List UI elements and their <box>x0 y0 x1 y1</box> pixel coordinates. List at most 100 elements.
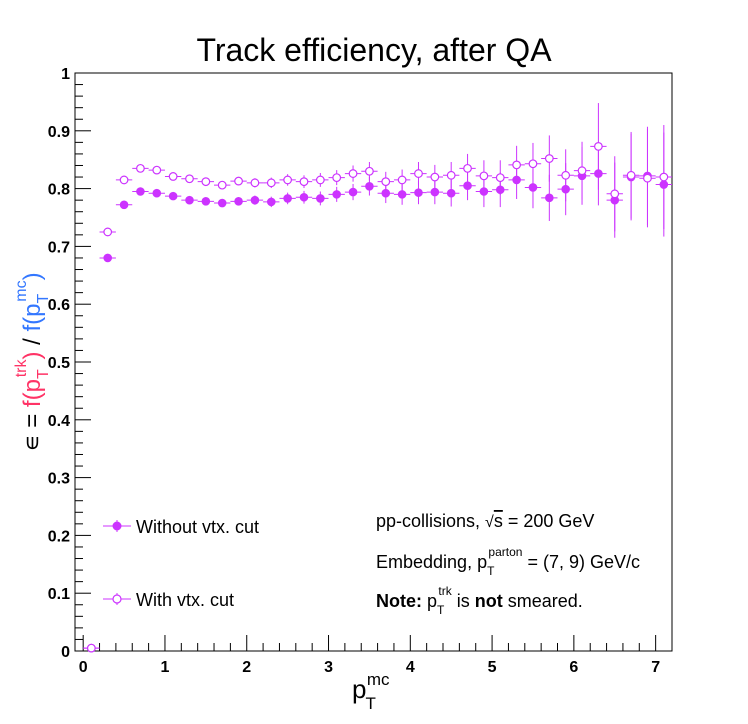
x-tick-label: 2 <box>242 659 251 676</box>
data-point-filled <box>201 197 211 206</box>
data-point-open <box>414 169 423 178</box>
annotation-note-p: p <box>422 591 437 611</box>
x-axis-label-sup: mc <box>367 670 390 689</box>
data-point-open <box>528 159 538 169</box>
y-tick-label: 0.3 <box>48 471 70 488</box>
data-point-open <box>446 170 456 180</box>
axis-ticks <box>75 72 673 652</box>
y-tick-label: 0.9 <box>48 124 70 141</box>
data-point-filled <box>365 181 374 191</box>
data-point-open <box>430 172 440 182</box>
data-point-open <box>348 169 358 178</box>
annotation-note-is: is <box>452 591 475 611</box>
annotation-embedding-sup: parton <box>488 545 522 559</box>
data-point-filled <box>332 190 341 199</box>
data-point-open <box>561 170 571 180</box>
y-tick-label: 0.2 <box>48 528 70 545</box>
data-point-open <box>86 643 96 653</box>
annotation-note-sup: trk <box>438 584 452 598</box>
y-label-den-close: ) <box>19 272 46 280</box>
x-axis-label-main: p <box>352 674 366 704</box>
data-point-filled <box>463 181 472 191</box>
data-point-open <box>544 154 554 163</box>
x-axis-label: pTmc <box>352 670 390 713</box>
y-tick-labels: 0 0.1 0.2 0.3 0.4 0.5 0.6 0.7 0.8 0.9 1 <box>48 66 70 661</box>
data-point-open <box>152 165 162 175</box>
data-point-filled <box>168 191 178 201</box>
annotation-embedding-rest: = (7, 9) GeV/c <box>522 552 640 572</box>
x-axis-label-sub: T <box>365 694 375 713</box>
y-tick-label: 0.4 <box>48 413 70 430</box>
y-label-num-close: ) <box>19 351 46 359</box>
data-point-open <box>136 163 145 173</box>
series-with-vtx <box>83 103 672 653</box>
x-tick-label: 0 <box>79 659 88 676</box>
annotation-embedding: Embedding, pTparton = (7, 9) GeV/c <box>376 545 640 578</box>
series-without-vtx <box>83 126 672 653</box>
data-point-open <box>512 160 522 170</box>
annotation-note: Note: pTtrk is not smeared. <box>376 584 583 617</box>
annotation-note-bold: Note: <box>376 591 422 611</box>
y-label-prefix: ∊ = <box>19 407 46 452</box>
data-point-filled <box>217 198 227 208</box>
y-label-num-sub: T <box>35 369 52 379</box>
y-tick-label: 0 <box>61 644 70 661</box>
legend: Without vtx. cut With vtx. cut <box>103 517 259 610</box>
data-point-open <box>250 178 260 188</box>
data-point-filled <box>266 197 276 207</box>
data-point-filled <box>250 195 260 205</box>
data-point-open <box>266 178 276 188</box>
data-point-open <box>365 166 374 176</box>
data-point-open <box>659 172 669 182</box>
legend-label-without-vtx: Without vtx. cut <box>136 517 259 537</box>
legend-entry-without-vtx: Without vtx. cut <box>103 517 259 537</box>
legend-label-with-vtx: With vtx. cut <box>136 590 234 610</box>
data-point-filled <box>545 193 554 203</box>
y-axis-label: ∊ = f(pTtrk) / f(pTmc) <box>13 272 52 451</box>
x-tick-label: 7 <box>651 659 660 676</box>
data-point-open <box>217 180 227 190</box>
data-point-open <box>593 142 603 151</box>
y-tick-label: 1 <box>61 66 70 83</box>
annotation-collisions-text: pp-collisions, <box>376 511 485 531</box>
x-tick-label: 6 <box>569 659 578 676</box>
y-tick-label: 0.1 <box>48 586 70 603</box>
x-tick-label: 5 <box>488 659 497 676</box>
y-tick-label: 0.8 <box>48 182 70 199</box>
data-point-open <box>315 175 325 185</box>
data-point-open <box>610 189 620 199</box>
data-point-filled <box>348 187 358 197</box>
data-point-open <box>495 173 505 183</box>
y-label-den-f: f(p <box>19 303 46 331</box>
data-point-open <box>463 163 472 173</box>
data-point-filled <box>119 200 129 210</box>
data-point-filled <box>316 194 325 203</box>
data-point-filled <box>528 183 538 192</box>
annotation-note-not: not <box>475 591 503 611</box>
data-point-open <box>185 174 194 184</box>
x-tick-label: 4 <box>406 659 415 676</box>
data-point-open <box>283 175 293 185</box>
annotations: pp-collisions, √s = 200 GeV Embedding, p… <box>376 511 640 617</box>
annotation-embedding-sub: T <box>487 564 495 578</box>
y-tick-label: 0.5 <box>48 355 70 372</box>
y-label-den-sup: mc <box>13 280 30 301</box>
data-point-filled <box>299 192 309 202</box>
legend-marker-filled <box>112 521 122 531</box>
annotation-note-rest: smeared. <box>503 591 583 611</box>
y-label-den-sub: T <box>35 293 52 303</box>
data-point-open <box>332 173 342 183</box>
annotation-embedding-text: Embedding, p <box>376 552 487 572</box>
x-tick-label: 3 <box>324 659 333 676</box>
data-point-filled <box>136 187 145 196</box>
data-point-open <box>397 175 407 185</box>
y-label-slash: / <box>19 331 46 351</box>
data-point-open <box>299 177 309 187</box>
data-point-open <box>168 172 178 181</box>
legend-entry-with-vtx: With vtx. cut <box>103 590 234 610</box>
data-point-filled <box>414 188 423 197</box>
data-point-filled <box>283 194 292 203</box>
y-label-num-sup: trk <box>13 359 30 378</box>
y-tick-label: 0.6 <box>48 297 70 314</box>
data-point-filled <box>185 195 194 205</box>
